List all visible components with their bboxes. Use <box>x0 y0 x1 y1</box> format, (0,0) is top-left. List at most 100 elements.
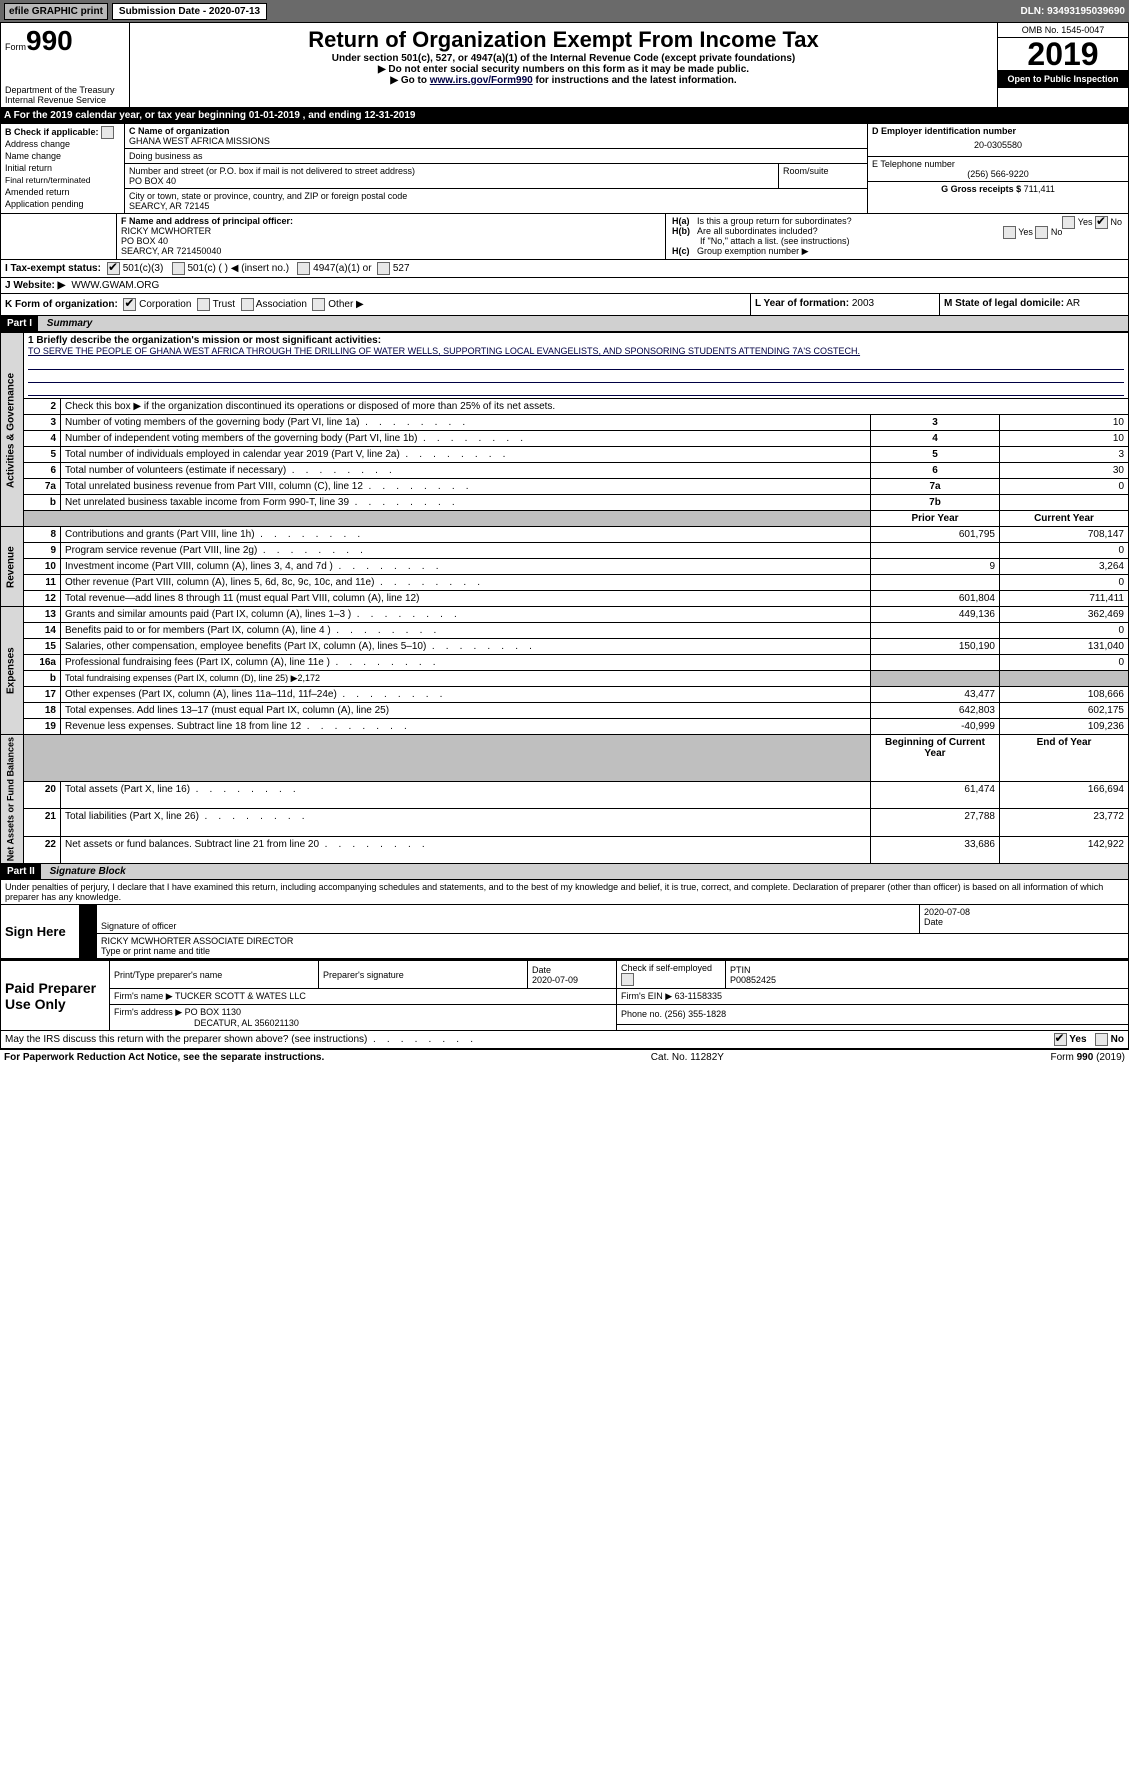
room-label: Room/suite <box>779 164 867 188</box>
chk-other[interactable] <box>312 298 325 311</box>
gov-row: 3Number of voting members of the governi… <box>1 415 1129 431</box>
line-klm: K Form of organization: Corporation Trus… <box>0 294 1129 316</box>
line-i-tax-status: I Tax-exempt status: 501(c)(3) 501(c) ( … <box>0 260 1129 278</box>
officer-street: PO BOX 40 <box>121 236 661 246</box>
city-value: SEARCY, AR 72145 <box>129 201 863 211</box>
footer-right: Form 990 (2019) <box>1051 1052 1125 1063</box>
footer-mid: Cat. No. 11282Y <box>651 1052 724 1063</box>
gov-row: 5Total number of individuals employed in… <box>1 447 1129 463</box>
street-value: PO BOX 40 <box>129 176 774 186</box>
chk-name-change: Name change <box>5 151 120 161</box>
chk-501c[interactable] <box>172 262 185 275</box>
submission-date: Submission Date - 2020-07-13 <box>112 3 267 20</box>
phone-label: E Telephone number <box>872 159 1124 169</box>
form-title: Return of Organization Exempt From Incom… <box>134 27 993 53</box>
subtitle-1: Under section 501(c), 527, or 4947(a)(1)… <box>134 53 993 64</box>
side-label-gov: Activities & Governance <box>1 333 24 527</box>
footer-left: For Paperwork Reduction Act Notice, see … <box>4 1052 324 1063</box>
chk-address-change: Address change <box>5 139 120 149</box>
block-f-officer: F Name and address of principal officer:… <box>117 214 665 259</box>
header-right: OMB No. 1545-0047 2019 Open to Public In… <box>997 23 1128 107</box>
sign-here-label: Sign Here <box>1 905 79 958</box>
efile-topbar: efile GRAPHIC print Submission Date - 20… <box>0 0 1129 22</box>
arrow-icon <box>79 905 97 958</box>
sign-block: Sign Here Signature of officer 2020-07-0… <box>0 905 1129 960</box>
side-label-exp: Expenses <box>1 607 24 735</box>
form-header: Form990 Department of the Treasury Inter… <box>0 22 1129 108</box>
checkbox-icon[interactable] <box>1062 216 1075 229</box>
header-left: Form990 Department of the Treasury Inter… <box>1 23 130 107</box>
b-label: B Check if applicable: <box>5 126 120 139</box>
chk-final-return: Final return/terminated <box>5 175 120 185</box>
checkbox-icon[interactable] <box>101 126 114 139</box>
subtitle-2: ▶ Do not enter social security numbers o… <box>134 64 993 75</box>
chk-trust[interactable] <box>197 298 210 311</box>
form-prefix: Form <box>5 42 26 52</box>
gov-row: 4Number of independent voting members of… <box>1 431 1129 447</box>
chk-self-employed[interactable] <box>621 973 634 986</box>
officer-printed-label: Type or print name and title <box>101 946 1124 956</box>
gov-row: 7aTotal unrelated business revenue from … <box>1 479 1129 495</box>
subtitle-3: ▶ Go to www.irs.gov/Form990 for instruct… <box>134 75 993 86</box>
officer-city: SEARCY, AR 721450040 <box>121 246 661 256</box>
website-value: WWW.GWAM.ORG <box>71 280 159 291</box>
col-b-checkboxes: B Check if applicable: Address change Na… <box>1 124 125 213</box>
form-number: 990 <box>26 25 73 56</box>
chk-discuss-no[interactable] <box>1095 1033 1108 1046</box>
paid-preparer-block: Paid Preparer Use Only Print/Type prepar… <box>0 960 1129 1031</box>
officer-h-block: F Name and address of principal officer:… <box>0 214 1129 260</box>
mission-text: TO SERVE THE PEOPLE OF GHANA WEST AFRICA… <box>28 346 860 356</box>
sig-officer-label: Signature of officer <box>101 921 915 931</box>
line-a-period: A For the 2019 calendar year, or tax yea… <box>0 108 1129 123</box>
chk-4947[interactable] <box>297 262 310 275</box>
street-label: Number and street (or P.O. box if mail i… <box>129 166 774 176</box>
gov-row: 6Total number of volunteers (estimate if… <box>1 463 1129 479</box>
phone-value: (256) 566-9220 <box>872 169 1124 179</box>
chk-501c3[interactable] <box>107 262 120 275</box>
officer-label: F Name and address of principal officer: <box>121 216 661 226</box>
dln-label: DLN: 93493195039690 <box>1020 6 1125 17</box>
chk-corp[interactable] <box>123 298 136 311</box>
col-de-ids: D Employer identification number 20-0305… <box>867 124 1128 213</box>
officer-printed-name: RICKY MCWHORTER ASSOCIATE DIRECTOR <box>101 936 1124 946</box>
chk-amended: Amended return <box>5 187 120 197</box>
checkbox-icon[interactable] <box>1003 226 1016 239</box>
side-label-na: Net Assets or Fund Balances <box>1 735 24 864</box>
sig-date-label: Date <box>924 917 1124 927</box>
paid-label: Paid Preparer Use Only <box>1 961 110 1031</box>
line-j-website: J Website: ▶ WWW.GWAM.ORG <box>0 278 1129 294</box>
checkbox-icon[interactable] <box>1095 216 1108 229</box>
perjury-text: Under penalties of perjury, I declare th… <box>0 880 1129 905</box>
gross-label: G Gross receipts $ <box>941 184 1021 194</box>
sig-date-value: 2020-07-08 <box>924 907 1124 917</box>
officer-name: RICKY MCWHORTER <box>121 226 661 236</box>
irs-label: Internal Revenue Service <box>5 95 125 105</box>
part1-table: Activities & Governance 1 Briefly descri… <box>0 332 1129 864</box>
side-label-rev: Revenue <box>1 527 24 607</box>
chk-assoc[interactable] <box>241 298 254 311</box>
checkbox-icon[interactable] <box>1035 226 1048 239</box>
city-label: City or town, state or province, country… <box>129 191 863 201</box>
header-center: Return of Organization Exempt From Incom… <box>130 23 997 107</box>
entity-block: B Check if applicable: Address change Na… <box>0 123 1129 214</box>
chk-pending: Application pending <box>5 199 120 209</box>
part2-header: Part II Signature Block <box>0 864 1129 880</box>
gov-row: bNet unrelated business taxable income f… <box>1 495 1129 511</box>
gross-value: 711,411 <box>1024 184 1055 194</box>
footer: For Paperwork Reduction Act Notice, see … <box>0 1049 1129 1065</box>
ein-value: 20-0305580 <box>872 136 1124 154</box>
efile-label: efile GRAPHIC print <box>4 3 108 20</box>
dba-label: Doing business as <box>129 151 863 161</box>
tax-year: 2019 <box>998 38 1128 70</box>
org-name-label: C Name of organization <box>129 126 863 136</box>
col-c-org-info: C Name of organization GHANA WEST AFRICA… <box>125 124 867 213</box>
part1-header: Part I Summary <box>0 316 1129 332</box>
dept-label: Department of the Treasury <box>5 85 125 95</box>
open-to-public: Open to Public Inspection <box>998 70 1128 88</box>
irs-link[interactable]: www.irs.gov/Form990 <box>430 75 533 86</box>
discuss-line: May the IRS discuss this return with the… <box>0 1031 1129 1049</box>
chk-527[interactable] <box>377 262 390 275</box>
chk-discuss-yes[interactable] <box>1054 1033 1067 1046</box>
chk-initial-return: Initial return <box>5 163 120 173</box>
ein-label: D Employer identification number <box>872 126 1124 136</box>
